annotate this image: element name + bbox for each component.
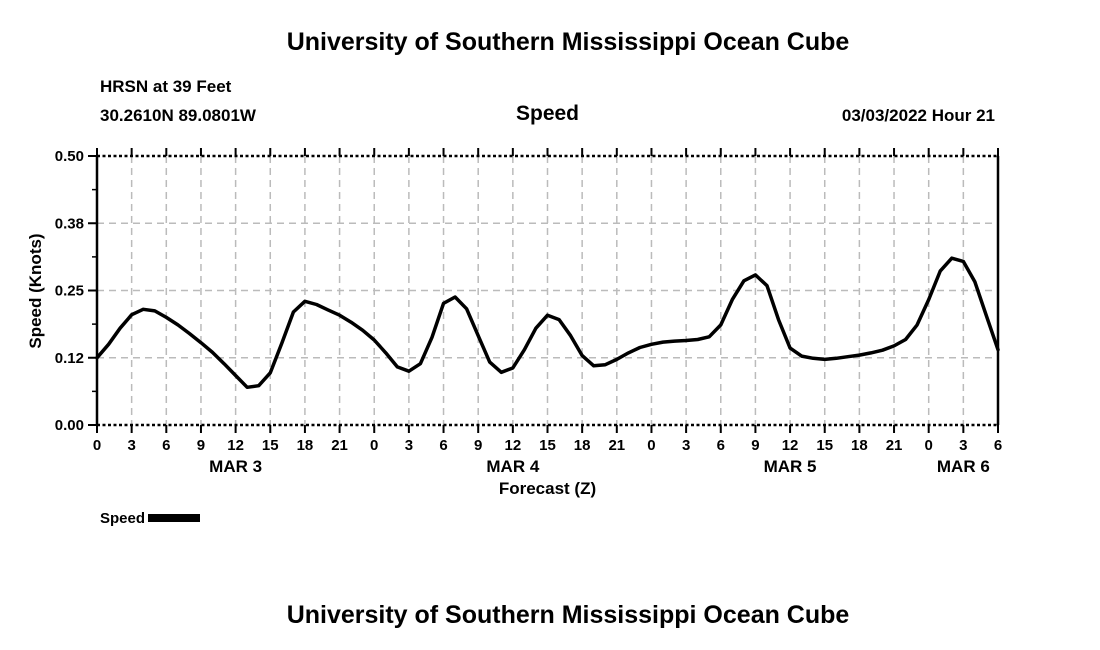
x-tick-label: 6 [994,437,1002,454]
day-label: MAR 5 [764,457,817,476]
page-title-bottom: University of Southern Mississippi Ocean… [286,601,850,629]
x-tick-label: 6 [162,437,170,454]
x-tick-label: 6 [717,437,725,454]
legend-line-swatch [148,514,201,522]
x-tick-label: 9 [751,437,759,454]
x-tick-label: 0 [370,437,378,454]
gridlines [96,156,999,425]
x-tick-label: 21 [331,437,348,454]
speed-series-line [95,256,1000,390]
x-axis-title: Forecast (Z) [498,479,597,498]
station-coordinates: 30.2610N 89.0801W [100,106,256,125]
page-title-top: University of Southern Mississippi Ocean… [286,28,850,56]
axis-ticks [88,148,999,433]
y-tick-labels: 0.00 0.12 0.25 0.38 0.50 [55,148,84,434]
x-tick-label: 3 [959,437,967,454]
x-tick-label: 9 [474,437,482,454]
plot-title: Speed [515,102,580,125]
x-tick-label: 15 [262,437,279,454]
y-tick-label: 0.50 [55,148,84,165]
y-tick-label: 0.38 [55,215,84,232]
day-label: MAR 4 [486,457,539,476]
y-tick-label: 0.12 [55,350,84,367]
plot-datetime: 03/03/2022 Hour 21 [841,106,995,125]
x-tick-label: 12 [505,437,522,454]
station-name: HRSN at 39 Feet [100,77,232,96]
y-tick-label: 0.00 [55,417,84,434]
x-tick-label: 0 [647,437,655,454]
legend: Speed [100,508,201,528]
y-axis-title: Speed (Knots) [26,233,45,349]
day-labels: MAR 3 MAR 4 MAR 5 MAR 6 [209,457,990,476]
x-tick-label: 12 [782,437,799,454]
x-tick-label: 9 [197,437,205,454]
x-tick-label: 6 [439,437,447,454]
x-tick-label: 3 [127,437,135,454]
day-label: MAR 3 [209,457,262,476]
legend-label: Speed [100,509,146,527]
x-tick-label: 18 [297,437,314,454]
x-tick-label: 0 [925,437,933,454]
x-tick-label: 21 [886,437,903,454]
x-tick-label: 3 [405,437,413,454]
x-tick-label: 3 [682,437,690,454]
x-tick-label: 12 [227,437,244,454]
day-label: MAR 6 [937,457,990,476]
x-tick-label: 15 [816,437,833,454]
x-tick-labels: 0 3 6 9 12 15 18 21 0 3 6 9 12 15 18 21 0 3 6 9 12 15 18 21 0 3 6 [93,437,1002,454]
x-tick-label: 0 [93,437,101,454]
y-tick-label: 0.25 [55,283,84,300]
x-tick-label: 21 [608,437,625,454]
x-tick-label: 18 [574,437,591,454]
x-tick-label: 15 [539,437,556,454]
x-tick-label: 18 [851,437,868,454]
